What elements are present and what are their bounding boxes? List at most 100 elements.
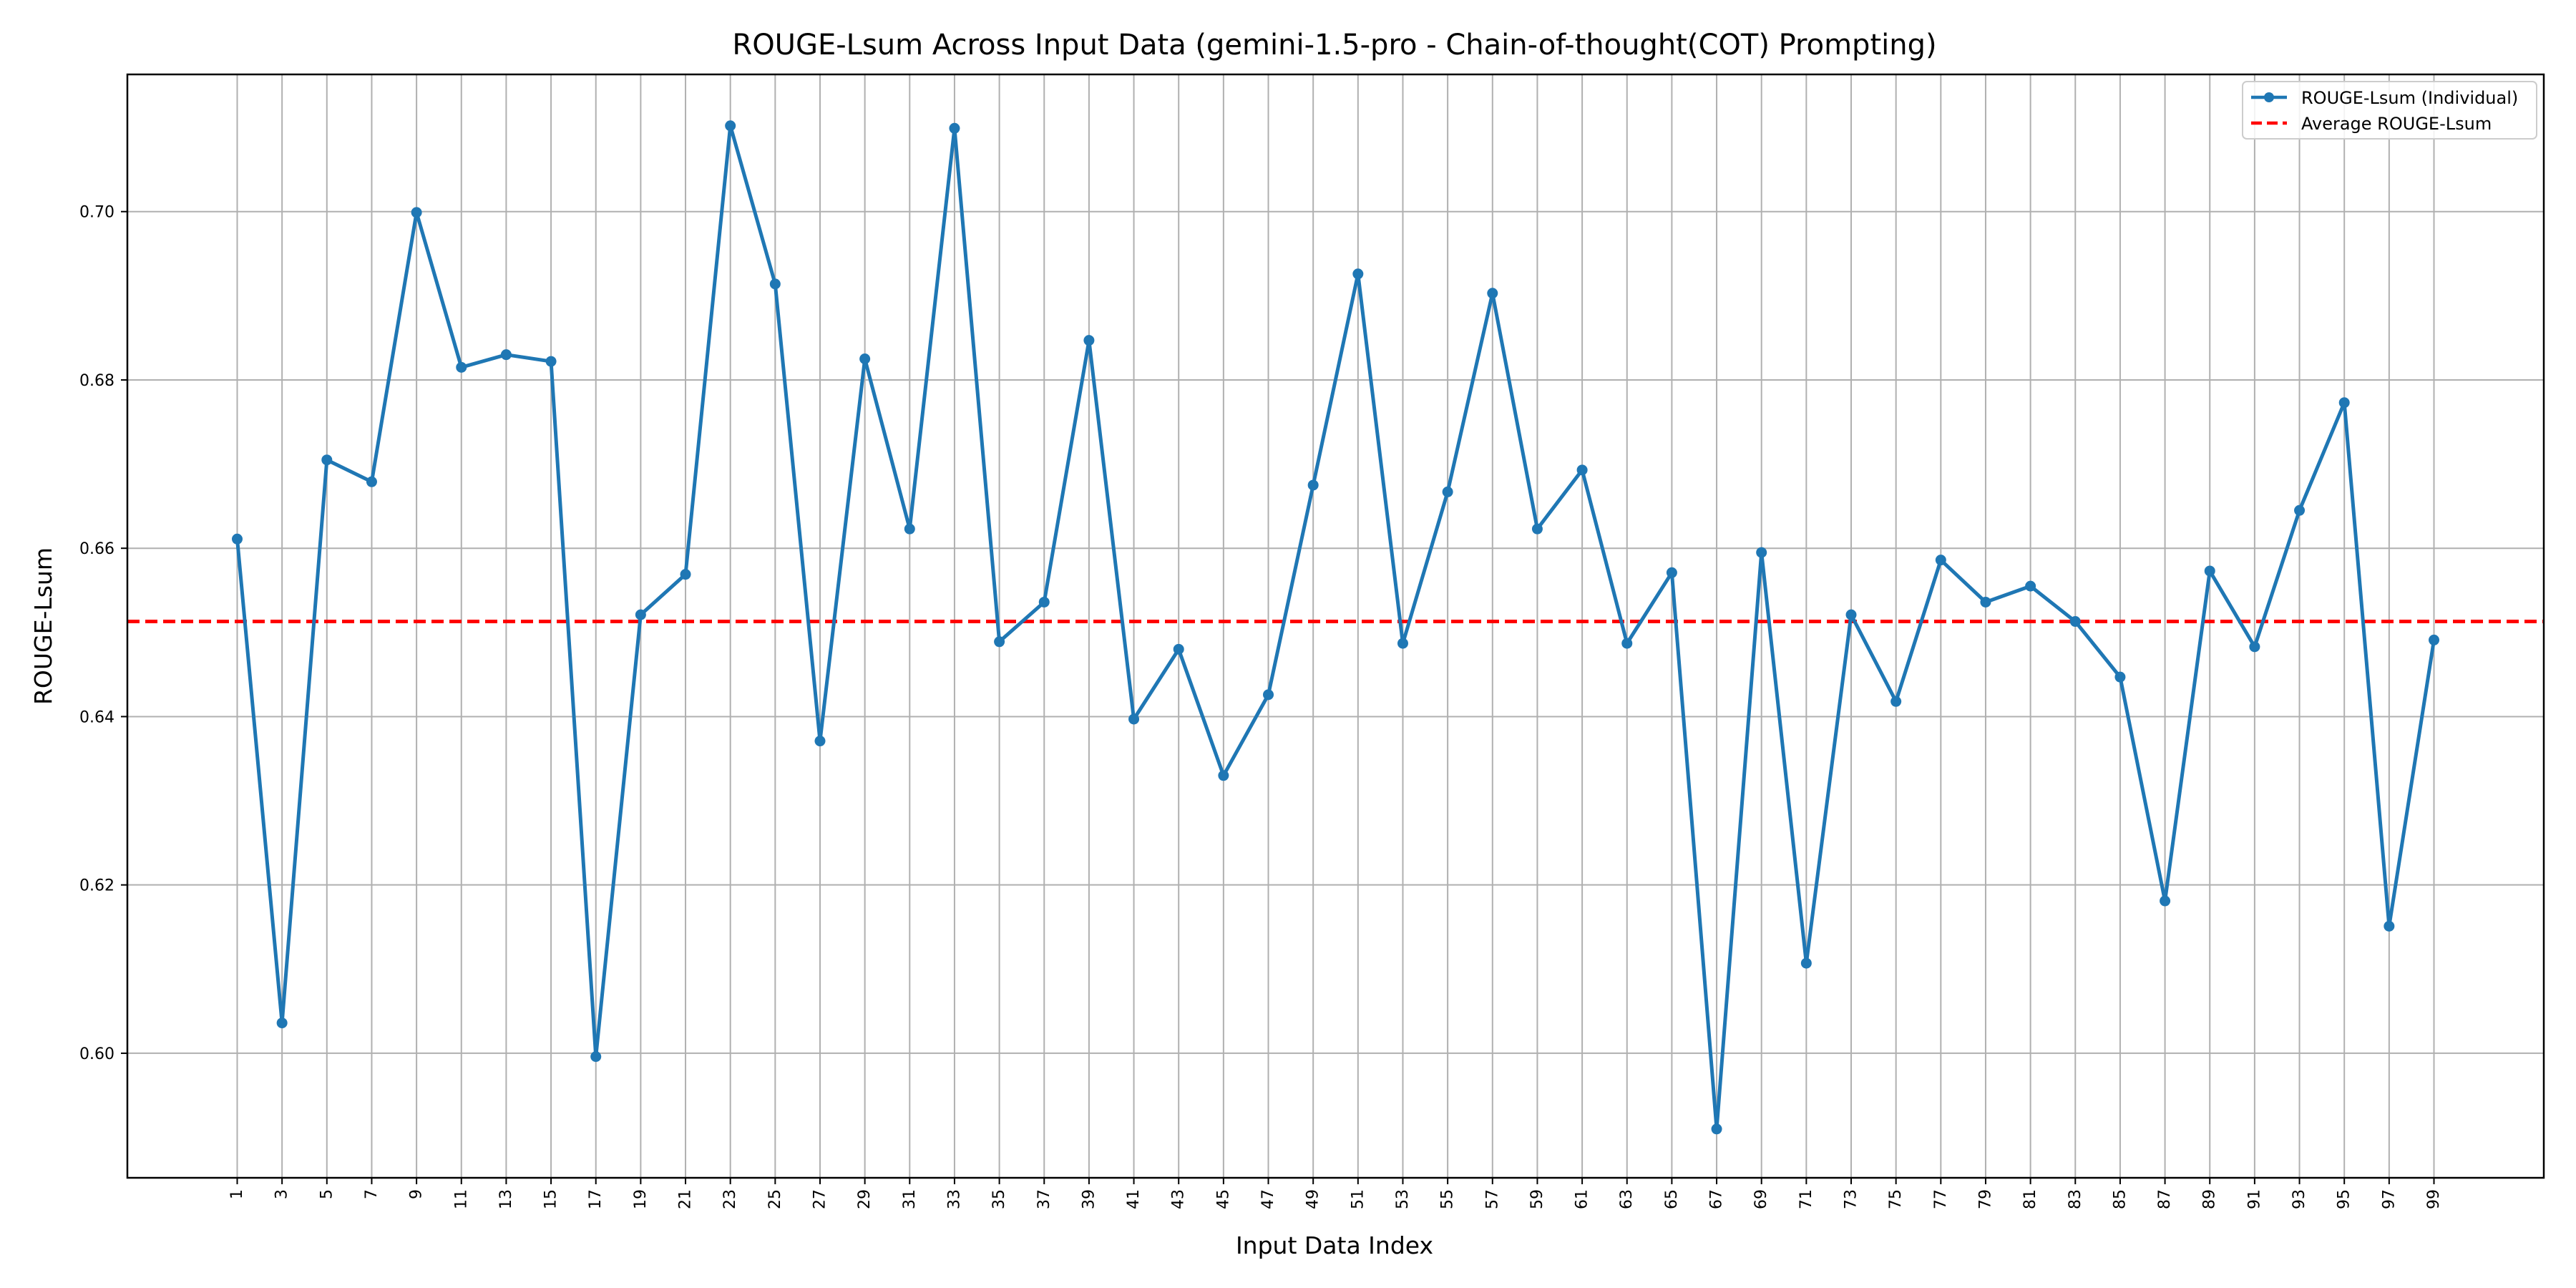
data-point (1800, 957, 1812, 969)
data-point (1352, 268, 1364, 280)
x-tick-label: 65 (1663, 1189, 1681, 1209)
x-tick-label: 1 (228, 1189, 246, 1199)
y-tick-label: 0.60 (79, 1045, 114, 1063)
y-tick-label: 0.66 (79, 540, 114, 558)
x-tick-label: 19 (632, 1189, 650, 1209)
data-point (500, 349, 512, 361)
x-tick-label: 67 (1708, 1189, 1726, 1209)
x-tick-label: 41 (1125, 1189, 1143, 1209)
data-point (1845, 609, 1857, 620)
x-tick-label: 77 (1932, 1189, 1950, 1209)
data-point (1307, 479, 1319, 491)
x-tick-label: 51 (1349, 1189, 1367, 1209)
data-point (456, 361, 467, 373)
data-point (2429, 634, 2439, 645)
data-point (276, 1018, 288, 1029)
data-point (1397, 638, 1408, 649)
y-tick-label: 0.68 (79, 372, 114, 390)
data-point (1487, 288, 1498, 299)
y-axis: 0.60 0.62 0.64 0.66 0.68 0.70 (79, 204, 127, 1063)
x-tick-label: 39 (1080, 1189, 1098, 1209)
plot-frame (126, 73, 2545, 1179)
data-point (1980, 596, 1991, 608)
x-tick-label: 63 (1618, 1189, 1636, 1209)
x-tick-label: 5 (318, 1189, 336, 1199)
data-point (904, 523, 915, 535)
x-axis: 1 3 5 7 9 11 13 15 17 19 21 23 25 27 29 31 33 35 37 39 41 43 4… (228, 1178, 2443, 1209)
legend-marker-individual (2264, 92, 2274, 102)
series-layer (232, 120, 2439, 1135)
x-tick-label: 93 (2290, 1189, 2308, 1209)
x-tick-label: 57 (1483, 1189, 1501, 1209)
data-point (1218, 770, 1229, 781)
x-tick-label: 97 (2380, 1189, 2398, 1209)
x-tick-label: 13 (497, 1189, 515, 1209)
y-tick-label: 0.64 (79, 708, 114, 726)
data-point (635, 609, 646, 620)
data-point (2069, 616, 2081, 628)
chart-title: ROUGE-Lsum Across Input Data (gemini-1.5… (732, 29, 1936, 62)
x-tick-label: 23 (721, 1189, 739, 1209)
data-point (1756, 547, 1767, 558)
x-tick-label: 17 (587, 1189, 605, 1209)
legend: ROUGE-Lsum (Individual) Average ROUGE-Ls… (2242, 81, 2537, 140)
x-tick-label: 43 (1170, 1189, 1188, 1209)
x-tick-label: 71 (1797, 1189, 1815, 1209)
data-point (769, 278, 781, 290)
y-tick-label: 0.70 (79, 204, 114, 222)
x-tick-label: 29 (856, 1189, 874, 1209)
data-point (1666, 567, 1677, 578)
data-point (2114, 671, 2126, 683)
x-tick-label: 95 (2336, 1189, 2353, 1209)
data-point (1173, 643, 1184, 655)
data-point (2204, 565, 2215, 577)
data-point (949, 122, 960, 134)
x-tick-label: 83 (2067, 1189, 2084, 1209)
legend-label-average: Average ROUGE-Lsum (2301, 114, 2492, 134)
x-tick-label: 37 (1035, 1189, 1053, 1209)
x-axis-label: Input Data Index (1236, 1231, 1433, 1259)
x-tick-label: 91 (2245, 1189, 2263, 1209)
x-tick-label: 7 (363, 1189, 381, 1199)
data-point (1711, 1123, 1722, 1135)
data-point (2338, 397, 2350, 409)
legend-box (2242, 81, 2537, 140)
x-tick-label: 3 (273, 1189, 291, 1199)
data-point (1890, 696, 1902, 707)
data-point (1083, 335, 1095, 346)
x-tick-label: 69 (1752, 1189, 1770, 1209)
x-tick-label: 15 (542, 1189, 560, 1209)
data-point (814, 736, 826, 747)
legend-label-individual: ROUGE-Lsum (Individual) (2301, 88, 2518, 108)
x-tick-label: 81 (2021, 1189, 2039, 1209)
data-point (1576, 464, 1588, 476)
series-line-individual (235, 124, 2436, 1131)
data-point (1038, 596, 1050, 608)
data-point (411, 207, 422, 218)
data-point (2160, 895, 2171, 907)
data-point (680, 569, 691, 580)
data-point (2025, 580, 2036, 592)
x-tick-label: 25 (766, 1189, 784, 1209)
data-point (2384, 920, 2395, 932)
x-tick-label: 85 (2111, 1189, 2129, 1209)
x-tick-label: 87 (2156, 1189, 2174, 1209)
x-tick-label: 53 (1394, 1189, 1412, 1209)
data-point (1935, 555, 1946, 566)
data-point (321, 454, 333, 466)
data-point (232, 533, 243, 545)
x-tick-label: 59 (1528, 1189, 1546, 1209)
x-tick-label: 45 (1214, 1189, 1232, 1209)
x-tick-label: 11 (452, 1189, 470, 1209)
data-point (725, 120, 736, 132)
data-point (1263, 689, 1274, 701)
x-tick-label: 33 (945, 1189, 963, 1209)
x-tick-label: 89 (2201, 1189, 2219, 1209)
x-tick-label: 27 (811, 1189, 829, 1209)
data-point (994, 636, 1005, 648)
x-tick-label: 61 (1574, 1189, 1591, 1209)
data-point (2294, 504, 2306, 516)
x-tick-label: 75 (1887, 1189, 1905, 1209)
x-tick-label: 99 (2425, 1189, 2443, 1209)
